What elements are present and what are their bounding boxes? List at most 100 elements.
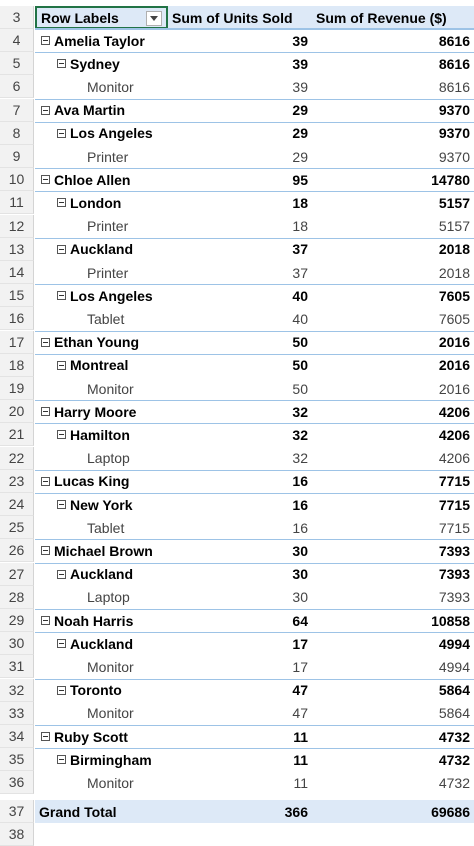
row-number[interactable]: 9 bbox=[0, 145, 34, 168]
collapse-toggle-icon[interactable] bbox=[41, 105, 50, 115]
row-number[interactable]: 16 bbox=[0, 307, 34, 331]
units-cell[interactable]: 30 bbox=[168, 563, 312, 586]
row-number[interactable]: 8 bbox=[0, 121, 34, 145]
row-label-cell[interactable]: London bbox=[35, 191, 168, 214]
units-cell[interactable]: 95 bbox=[168, 168, 312, 191]
collapse-toggle-icon[interactable] bbox=[57, 128, 66, 138]
revenue-cell[interactable]: 7715 bbox=[312, 493, 474, 516]
row-number[interactable]: 13 bbox=[0, 237, 34, 261]
collapse-toggle-icon[interactable] bbox=[57, 198, 66, 208]
revenue-cell[interactable]: 2018 bbox=[312, 238, 474, 261]
row-number[interactable]: 3 bbox=[0, 6, 34, 29]
revenue-cell[interactable]: 4732 bbox=[312, 771, 474, 794]
grand-total-revenue-cell[interactable]: 69686 bbox=[312, 800, 474, 823]
row-label-cell[interactable]: Los Angeles bbox=[35, 122, 168, 145]
units-cell[interactable]: 39 bbox=[168, 29, 312, 52]
collapse-toggle-icon[interactable] bbox=[57, 430, 66, 440]
revenue-cell[interactable]: 9370 bbox=[312, 122, 474, 145]
units-cell[interactable]: 50 bbox=[168, 377, 312, 400]
row-label-cell[interactable]: Laptop bbox=[35, 447, 168, 470]
row-number[interactable]: 22 bbox=[0, 446, 34, 470]
revenue-cell[interactable]: 4994 bbox=[312, 655, 474, 678]
row-number[interactable]: 7 bbox=[0, 98, 34, 122]
units-header-cell[interactable]: Sum of Units Sold bbox=[168, 6, 312, 29]
collapse-toggle-icon[interactable] bbox=[57, 639, 66, 649]
row-label-cell[interactable]: Amelia Taylor bbox=[35, 29, 168, 52]
row-number[interactable]: 35 bbox=[0, 748, 34, 772]
collapse-toggle-icon[interactable] bbox=[57, 755, 66, 765]
units-cell[interactable]: 18 bbox=[168, 215, 312, 238]
revenue-header-cell[interactable]: Sum of Revenue ($) bbox=[312, 6, 474, 29]
collapse-toggle-icon[interactable] bbox=[41, 546, 50, 556]
row-number[interactable]: 26 bbox=[0, 539, 34, 563]
row-number[interactable]: 27 bbox=[0, 562, 34, 586]
collapse-toggle-icon[interactable] bbox=[41, 36, 50, 45]
row-label-cell[interactable]: Toronto bbox=[35, 679, 168, 702]
row-label-cell[interactable]: Laptop bbox=[35, 586, 168, 609]
row-number[interactable]: 38 bbox=[0, 823, 34, 846]
row-number[interactable]: 19 bbox=[0, 377, 34, 400]
revenue-cell[interactable]: 5157 bbox=[312, 215, 474, 238]
row-number[interactable]: 6 bbox=[0, 75, 34, 99]
collapse-toggle-icon[interactable] bbox=[41, 407, 50, 417]
revenue-cell[interactable]: 2016 bbox=[312, 354, 474, 377]
row-label-cell[interactable]: Noah Harris bbox=[35, 609, 168, 632]
units-cell[interactable]: 40 bbox=[168, 284, 312, 307]
filter-dropdown-icon[interactable] bbox=[146, 11, 162, 26]
row-number[interactable]: 24 bbox=[0, 493, 34, 516]
row-label-cell[interactable]: Lucas King bbox=[35, 470, 168, 493]
units-cell[interactable]: 30 bbox=[168, 586, 312, 609]
collapse-toggle-icon[interactable] bbox=[41, 732, 50, 741]
collapse-toggle-icon[interactable] bbox=[41, 616, 50, 625]
units-cell[interactable]: 17 bbox=[168, 632, 312, 655]
revenue-cell[interactable]: 4206 bbox=[312, 423, 474, 446]
row-label-cell[interactable]: Birmingham bbox=[35, 748, 168, 771]
collapse-toggle-icon[interactable] bbox=[57, 291, 66, 301]
revenue-cell[interactable]: 7715 bbox=[312, 516, 474, 539]
revenue-cell[interactable]: 9370 bbox=[312, 99, 474, 122]
units-cell[interactable]: 30 bbox=[168, 539, 312, 562]
row-label-cell[interactable]: Montreal bbox=[35, 354, 168, 377]
row-label-cell[interactable]: Ava Martin bbox=[35, 99, 168, 122]
row-number[interactable]: 25 bbox=[0, 516, 34, 540]
row-label-cell[interactable]: Monitor bbox=[35, 655, 168, 678]
units-cell[interactable]: 39 bbox=[168, 52, 312, 75]
row-number[interactable]: 17 bbox=[0, 330, 34, 354]
collapse-toggle-icon[interactable] bbox=[57, 569, 66, 579]
units-cell[interactable]: 16 bbox=[168, 493, 312, 516]
units-cell[interactable]: 16 bbox=[168, 516, 312, 539]
row-number[interactable]: 31 bbox=[0, 655, 34, 679]
row-number[interactable]: 20 bbox=[0, 400, 34, 424]
row-label-cell[interactable]: Sydney bbox=[35, 52, 168, 75]
revenue-cell[interactable]: 5864 bbox=[312, 679, 474, 702]
row-number[interactable]: 30 bbox=[0, 632, 34, 656]
row-label-cell[interactable]: Michael Brown bbox=[35, 539, 168, 562]
revenue-cell[interactable]: 7393 bbox=[312, 563, 474, 586]
collapse-toggle-icon[interactable] bbox=[41, 337, 50, 347]
revenue-cell[interactable]: 7605 bbox=[312, 284, 474, 307]
row-number[interactable]: 37 bbox=[0, 800, 34, 823]
row-label-cell[interactable]: Printer bbox=[35, 261, 168, 284]
row-label-cell[interactable]: Ruby Scott bbox=[35, 725, 168, 748]
row-number[interactable]: 34 bbox=[0, 725, 34, 748]
units-cell[interactable]: 50 bbox=[168, 331, 312, 354]
units-cell[interactable]: 64 bbox=[168, 609, 312, 632]
row-label-cell[interactable]: Monitor bbox=[35, 75, 168, 98]
units-cell[interactable]: 32 bbox=[168, 447, 312, 470]
collapse-toggle-icon[interactable] bbox=[57, 244, 66, 254]
row-label-cell[interactable]: Printer bbox=[35, 215, 168, 238]
units-cell[interactable]: 11 bbox=[168, 771, 312, 794]
row-label-cell[interactable]: Auckland bbox=[35, 563, 168, 586]
revenue-cell[interactable]: 7605 bbox=[312, 307, 474, 330]
row-labels-header-cell[interactable]: Row Labels bbox=[35, 6, 168, 29]
row-number[interactable]: 29 bbox=[0, 609, 34, 632]
revenue-cell[interactable]: 7393 bbox=[312, 539, 474, 562]
revenue-cell[interactable]: 5157 bbox=[312, 191, 474, 214]
row-number[interactable]: 4 bbox=[0, 29, 34, 52]
row-label-cell[interactable]: New York bbox=[35, 493, 168, 516]
row-number[interactable]: 11 bbox=[0, 191, 34, 215]
revenue-cell[interactable]: 8616 bbox=[312, 75, 474, 98]
row-number[interactable]: 18 bbox=[0, 353, 34, 377]
revenue-cell[interactable]: 7393 bbox=[312, 586, 474, 609]
row-number[interactable]: 36 bbox=[0, 771, 34, 795]
